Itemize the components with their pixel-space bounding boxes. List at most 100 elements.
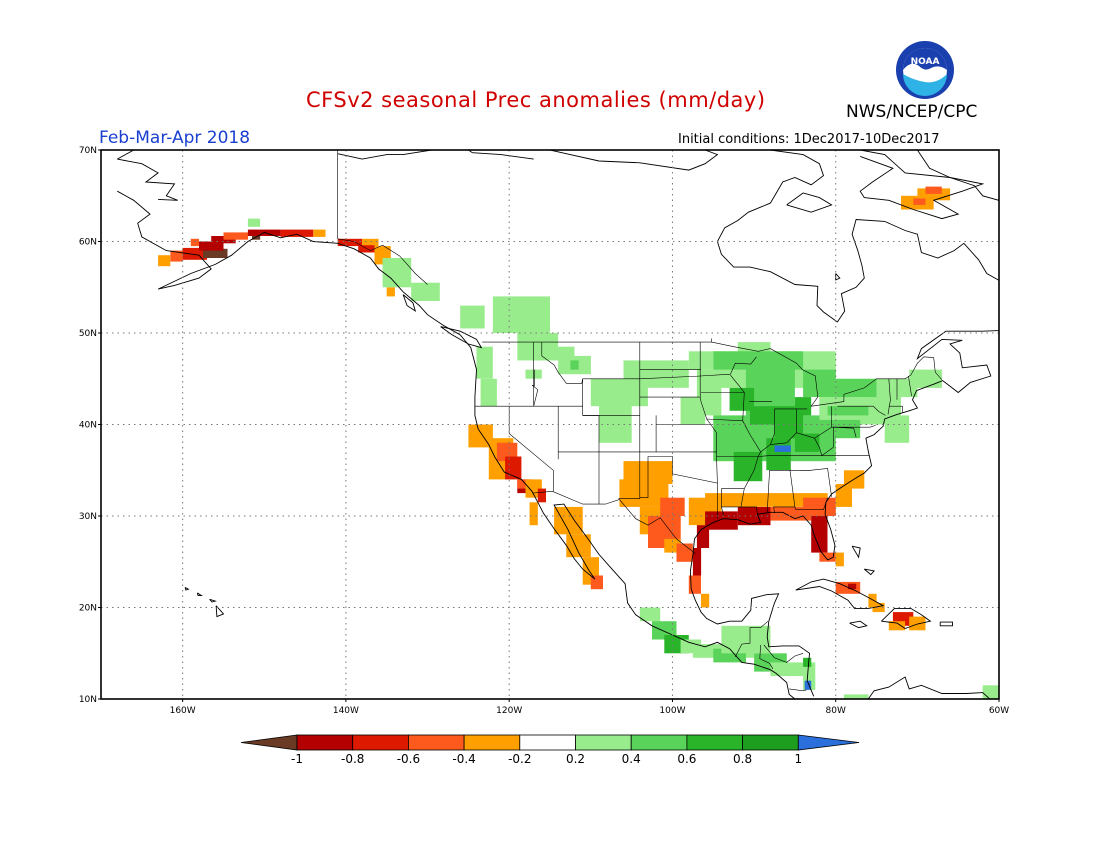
border-line (769, 469, 796, 514)
noaa-logo: NOAA (896, 41, 954, 99)
anomaly-cell (280, 229, 314, 237)
border-line (766, 470, 770, 513)
colorbar-tick-label: -1 (291, 752, 303, 766)
border-line (735, 620, 769, 658)
lat-label: 10N (79, 695, 97, 705)
anomaly-cell (888, 621, 906, 631)
anomaly-cell (982, 685, 999, 699)
border-line (831, 425, 876, 428)
anomaly-cell (925, 186, 942, 194)
border-line (558, 415, 600, 453)
anomaly-cell (676, 543, 693, 562)
anomaly-cell (835, 581, 861, 594)
border-line (618, 415, 641, 499)
anomaly-cell (819, 552, 836, 562)
border-line (887, 378, 891, 415)
anomaly-cell (750, 406, 779, 425)
anomaly-cell (729, 387, 755, 411)
anomaly-cell (386, 287, 395, 297)
coastline (835, 273, 841, 281)
anomaly-cell (223, 232, 248, 240)
anomaly-cell (917, 188, 951, 201)
anomaly-cell (190, 238, 199, 247)
coastline (549, 150, 719, 171)
border-line (821, 426, 857, 456)
anomaly-cell (182, 247, 208, 260)
coastline (209, 598, 217, 603)
anomaly-cell (913, 198, 926, 205)
anomaly-cell (211, 236, 236, 244)
anomaly-cell (778, 406, 795, 425)
border-line (482, 338, 712, 343)
coastline (337, 150, 432, 160)
colorbar-segment (630, 734, 688, 751)
anomaly-cell (337, 238, 363, 247)
coastline (117, 158, 178, 201)
border-line (760, 408, 775, 453)
lat-label: 60N (79, 238, 97, 248)
anomaly-cell (199, 241, 224, 251)
coastline (786, 192, 833, 213)
border-line (700, 356, 757, 377)
anomaly-cell (721, 625, 771, 654)
anomaly-cell (803, 369, 836, 397)
anomaly-cell (835, 378, 877, 398)
anomaly-cell (872, 602, 885, 613)
anomaly-cell (827, 406, 869, 416)
coastline (468, 150, 534, 160)
anomaly-cell (382, 258, 412, 288)
anomaly-cell (170, 250, 183, 262)
anomaly-cell (909, 616, 926, 631)
colorbar-legend: -1 -0.8 -0.6 -0.4 -0.2 0.2 0.4 0.6 0.8 1 (240, 734, 860, 766)
anomaly-cell (492, 296, 550, 333)
colorbar-tick-label: 0.4 (622, 752, 641, 766)
colorbar-segment (575, 734, 632, 751)
colorbar-segment (352, 734, 409, 751)
anomaly-cell (537, 488, 546, 503)
anomaly-cell (660, 497, 685, 516)
lon-label: 140W (333, 706, 359, 716)
anomaly-cell (652, 621, 677, 640)
colorbar-high-arrow (797, 734, 860, 751)
coastline (867, 676, 991, 699)
anomaly-cell (529, 502, 538, 526)
anomaly-cell (639, 607, 661, 622)
anomaly-cell (835, 484, 852, 507)
anomaly-cell (701, 593, 710, 608)
colorbar-low-arrow (240, 734, 298, 751)
coastline (1005, 319, 1059, 364)
coastline (939, 621, 953, 627)
border-line (770, 408, 797, 445)
border-line (711, 341, 943, 407)
anomaly-cell (590, 575, 603, 590)
colorbar-segment (742, 734, 799, 751)
border-line (706, 418, 743, 422)
anomaly-cell (570, 360, 579, 370)
anomaly-cell (688, 351, 714, 370)
coastlines (117, 150, 1059, 699)
anomaly-cell (505, 456, 522, 480)
border-line (730, 374, 745, 421)
anomaly-cell (480, 378, 497, 407)
coastline (849, 620, 868, 629)
border-line (814, 438, 823, 456)
border-line (794, 506, 824, 510)
colorbar-segment (686, 734, 744, 751)
anomaly-cell (794, 433, 820, 452)
coastline (196, 592, 203, 597)
anomaly-cell (770, 662, 804, 677)
anomaly-cell (843, 694, 869, 699)
lat-label: 70N (79, 146, 97, 156)
colorbar-segment (296, 734, 354, 751)
anomaly-cell (460, 305, 485, 329)
coastline (440, 326, 483, 349)
colorbar-tick-label: -0.4 (452, 752, 475, 766)
border-line (853, 713, 859, 722)
lon-label: 160W (170, 706, 196, 716)
anomaly-cell (868, 593, 877, 608)
border-line (532, 490, 696, 554)
colorbar-tick-label: -0.6 (397, 752, 420, 766)
border-line (639, 375, 702, 380)
chart-title: CFSv2 seasonal Prec anomalies (mm/day) (306, 88, 766, 112)
